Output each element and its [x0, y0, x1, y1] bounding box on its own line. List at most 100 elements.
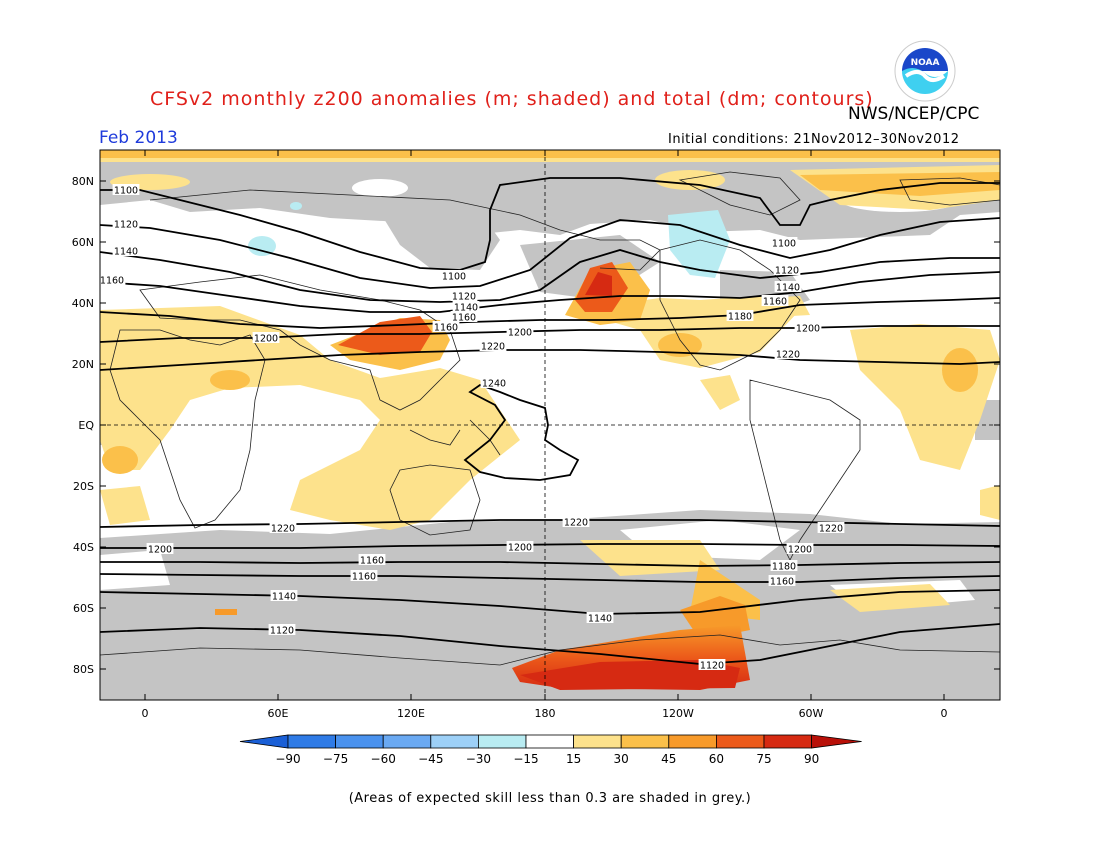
footer-note: (Areas of expected skill less than 0.3 a…	[348, 791, 752, 806]
lat-label: EQ	[78, 419, 94, 432]
lat-label: 20N	[72, 358, 94, 371]
contour-label-bg	[479, 340, 507, 351]
contour-label: 1160	[770, 577, 794, 588]
contour-label-bg	[726, 310, 754, 321]
contour-label: 1140	[454, 303, 478, 314]
contour-label-bg	[146, 543, 174, 554]
contour-label: 1220	[819, 524, 843, 535]
contour-label: 1160	[360, 556, 384, 567]
lon-label: 180	[535, 707, 556, 720]
contour-label-bg	[794, 322, 822, 333]
colorbar-label: −90	[275, 752, 300, 766]
contour-label: 1120	[452, 292, 476, 303]
contour-label-bg	[770, 560, 798, 571]
colorbar-box	[620, 734, 670, 749]
contour-label: 1200	[148, 545, 172, 556]
colorbar-box	[477, 734, 527, 749]
height-contours	[99, 177, 1001, 665]
contour-label: 1220	[564, 518, 588, 529]
lat-label: 40S	[73, 541, 94, 554]
contour-label-bg	[761, 295, 789, 306]
contour-label-bg	[350, 570, 378, 581]
contour-label-bg	[450, 290, 478, 301]
lon-label: 60E	[268, 707, 289, 720]
contour-label: 1160	[352, 572, 376, 583]
axis-ticks	[100, 150, 1000, 700]
colorbar-label: 45	[661, 752, 676, 766]
contour-label-bg	[768, 575, 796, 586]
lat-label: 80N	[72, 175, 94, 188]
colorbar-label: 75	[756, 752, 771, 766]
colorbar-box	[763, 734, 812, 749]
lon-label: 120W	[662, 707, 694, 720]
contour-label-bg	[786, 543, 814, 554]
contour-label-bg	[773, 264, 801, 275]
contour-label: 1220	[776, 350, 800, 361]
colorbar-box	[573, 734, 622, 749]
contour-label-bg	[774, 348, 802, 359]
forecast-month: Feb 2013	[99, 128, 178, 148]
contour-label: 1140	[272, 592, 296, 603]
lat-label: 20S	[73, 480, 94, 493]
noaa-logo-icon: NOAA	[894, 40, 956, 102]
colorbar-box	[382, 734, 432, 749]
lat-label: 60S	[73, 602, 94, 615]
colorbar-label: 15	[566, 752, 581, 766]
colorbar-box	[668, 734, 717, 749]
latitude-labels: 80N 60N 40N 20N EQ 20S 40S 60S 80S	[72, 175, 95, 676]
contour-label: 1120	[270, 626, 294, 637]
contour-label-bg	[112, 245, 140, 256]
contour-label: 1240	[482, 379, 506, 390]
colorbar-label: −15	[513, 752, 538, 766]
contour-label-bg	[698, 659, 726, 670]
contour-label-bg	[270, 590, 298, 601]
contour-label-bg	[506, 326, 534, 337]
contour-label: 1100	[442, 272, 466, 283]
low-skill-grey-shading	[100, 150, 1000, 700]
coastlines	[99, 171, 1001, 666]
colorbar-box	[716, 734, 765, 749]
contour-label-bg	[774, 281, 802, 292]
colorbar-box	[430, 734, 479, 749]
contour-label: 1160	[100, 276, 124, 287]
agency-label: NWS/NCEP/CPC	[848, 104, 980, 124]
contour-label-bg	[252, 332, 280, 343]
longitude-labels: 0 60E 120E 180 120W 60W 0	[142, 707, 948, 720]
contour-label: 1200	[508, 328, 532, 339]
contour-label-bg	[269, 522, 297, 533]
contour-label: 1200	[796, 324, 820, 335]
colorbar-label: 90	[804, 752, 819, 766]
lon-label: 60W	[799, 707, 824, 720]
lon-label: 0	[142, 707, 149, 720]
colorbar-label: −30	[466, 752, 491, 766]
contour-label-bg	[432, 321, 460, 332]
contour-label: 1120	[775, 266, 799, 277]
contour-label-bg	[112, 184, 140, 195]
contour-label: 1180	[772, 562, 796, 573]
figure-title: CFSv2 monthly z200 anomalies (m; shaded)…	[150, 88, 874, 110]
contour-label: 1140	[588, 614, 612, 625]
contour-label-bg	[506, 541, 534, 552]
contour-label-bg	[586, 612, 614, 623]
colorbar-label: 30	[614, 752, 629, 766]
contour-label-bg	[817, 522, 845, 533]
contour-label: 1160	[452, 313, 476, 324]
initial-conditions: Initial conditions: 21Nov2012–30Nov2012	[668, 132, 960, 147]
contour-label-bg	[268, 624, 296, 635]
noaa-logo-text: NOAA	[911, 58, 940, 68]
contour-label-bg	[358, 554, 386, 565]
contour-label: 1140	[776, 283, 800, 294]
colorbar-label: 60	[709, 752, 724, 766]
colorbar-arrow-right	[811, 734, 862, 749]
contour-label-bg	[562, 516, 590, 527]
colorbar-label: −45	[418, 752, 443, 766]
contour-label: 1220	[481, 342, 505, 353]
contour-label: 1220	[271, 524, 295, 535]
contour-label-bg	[480, 377, 508, 388]
lon-label: 120E	[397, 707, 425, 720]
contour-label: 1120	[700, 661, 724, 672]
colorbar-label: −75	[323, 752, 348, 766]
